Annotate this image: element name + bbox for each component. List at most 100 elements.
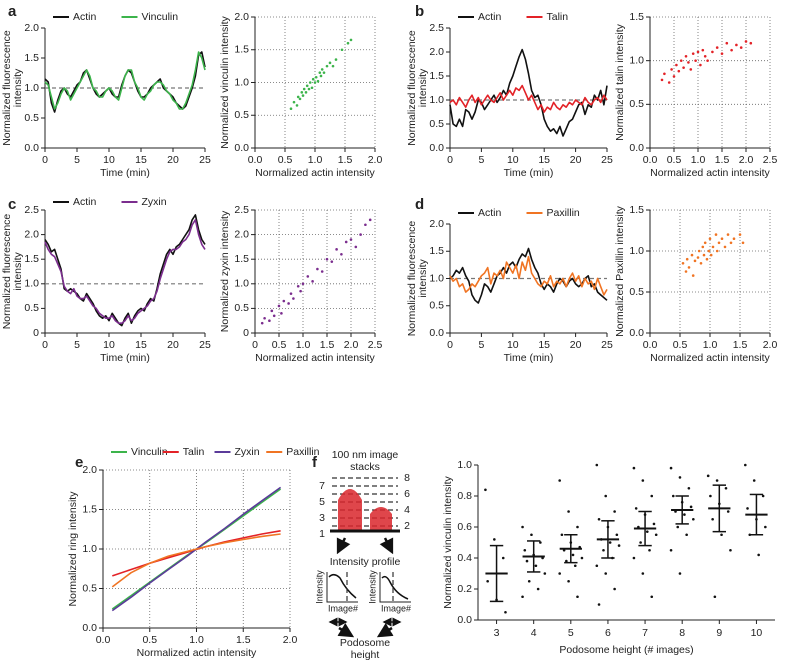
y-tick-label: 0.0 <box>82 622 97 634</box>
data-point <box>484 488 487 492</box>
arrow <box>337 623 355 638</box>
x-tick-label: 0 <box>447 154 453 166</box>
scatter-point <box>328 61 332 65</box>
data-point <box>543 572 547 575</box>
scatter-point <box>717 241 721 245</box>
data-point <box>632 556 636 560</box>
legend-label: Actin <box>73 196 97 208</box>
scatter-point <box>298 97 302 101</box>
scatter-point <box>316 267 319 271</box>
scatter-point <box>263 316 266 320</box>
x-axis-title: Time (min) <box>100 352 150 364</box>
scatter-point <box>318 71 322 74</box>
scatter-point <box>685 257 689 261</box>
y-tick-label: 0.0 <box>429 327 444 339</box>
profile-axes <box>379 572 411 603</box>
x-tick-label: 5 <box>568 627 574 639</box>
scatter-point <box>739 46 743 49</box>
scatter-point <box>320 270 324 273</box>
scatter-point <box>672 75 676 78</box>
scatter-point <box>300 91 304 94</box>
x-tick-label: 20 <box>570 339 582 351</box>
scatter-point <box>699 262 703 265</box>
x-tick-label: 0.0 <box>248 154 263 166</box>
data-point <box>560 533 564 537</box>
scatter-point <box>703 55 707 58</box>
data-point <box>597 517 601 521</box>
scatter-point <box>677 69 681 73</box>
panel-label: d <box>415 196 424 213</box>
y-tick-label: 0 <box>243 327 249 339</box>
y-tick-label: 0.5 <box>234 109 249 121</box>
profile-axes <box>326 572 358 603</box>
data-point <box>523 548 527 552</box>
y-tick-label: 0 <box>33 327 39 339</box>
panel-label: e <box>75 454 83 471</box>
scatter-point <box>711 245 715 249</box>
data-point <box>558 479 561 482</box>
scatter-point <box>699 63 702 67</box>
x-tick-label: 1.5 <box>236 634 251 646</box>
series-line <box>111 533 281 588</box>
x-tick-label: 20 <box>167 154 179 166</box>
series-line <box>449 48 608 137</box>
data-point <box>639 541 642 544</box>
scatter-point <box>292 100 296 104</box>
scatter-point <box>749 41 753 45</box>
data-point <box>650 494 654 498</box>
series-line <box>44 214 206 327</box>
x-tick-label: 5 <box>478 154 484 166</box>
result-label: height <box>351 649 380 661</box>
data-point <box>676 525 680 529</box>
scatter-point <box>301 282 305 286</box>
scatter-point <box>687 266 691 269</box>
y-axis-title: Normalized talin intensity <box>614 23 626 140</box>
scatter-point <box>268 319 271 323</box>
x-tick-label: 0.5 <box>142 634 157 646</box>
scatter-point <box>723 245 727 249</box>
data-point <box>724 486 728 490</box>
x-tick-label: 6 <box>605 627 611 639</box>
scatter-point <box>310 86 314 90</box>
podosome <box>370 507 392 530</box>
data-point <box>567 510 570 513</box>
x-tick-label: 10 <box>103 154 115 166</box>
x-tick-label: 2.5 <box>763 154 778 166</box>
y-tick-label: 0.5 <box>429 300 444 312</box>
scatter-point <box>663 72 666 76</box>
x-tick-label: 10 <box>751 627 763 639</box>
y-tick-label: 1.0 <box>429 94 444 106</box>
scatter-point <box>295 104 299 107</box>
series-line <box>449 255 608 296</box>
scatter-point <box>349 38 353 42</box>
panel-label: a <box>8 3 17 20</box>
y-axis-title: Normalized fluorescence <box>1 30 13 146</box>
data-point <box>645 530 649 533</box>
data-point <box>571 553 575 557</box>
scatter-point <box>340 48 344 52</box>
data-point <box>692 517 695 521</box>
y-tick-label: 0.4 <box>457 552 472 564</box>
scatter-point <box>709 253 713 257</box>
data-point <box>678 476 682 479</box>
scatter-point <box>325 257 329 261</box>
stack-number: 3 <box>319 512 325 524</box>
legend-label: Paxillin <box>547 207 580 219</box>
scatter-point <box>331 64 335 68</box>
axis-line <box>449 28 607 149</box>
y-axis-title: Normalized fluorescence <box>1 214 13 330</box>
scatter-point <box>714 233 718 236</box>
scatter-point <box>730 48 733 52</box>
y-tick-label: 1.5 <box>234 253 249 265</box>
x-tick-label: 1.0 <box>703 339 718 351</box>
profile-label: Intensity profile <box>330 556 401 568</box>
x-tick-label: 1.5 <box>733 339 748 351</box>
data-point <box>530 533 533 537</box>
y-tick-label: 2.0 <box>24 228 39 240</box>
x-tick-label: 25 <box>199 154 211 166</box>
x-tick-label: 3 <box>494 627 500 639</box>
data-point <box>486 579 489 583</box>
schematic-title: stacks <box>350 461 380 473</box>
x-tick-label: 1.0 <box>189 634 204 646</box>
data-point <box>576 525 579 529</box>
